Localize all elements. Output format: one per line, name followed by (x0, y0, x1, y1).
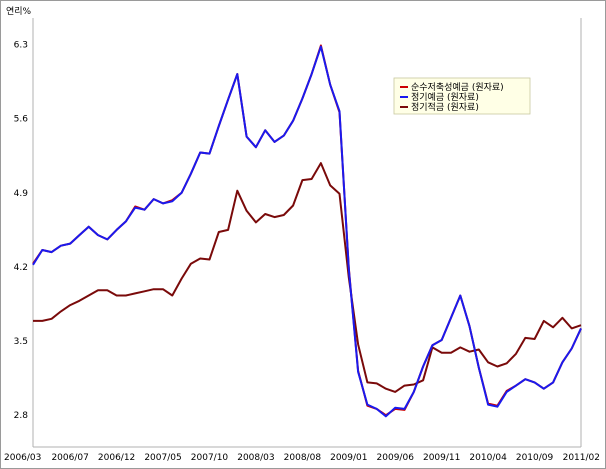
x-tick-label: 2008/03 (237, 453, 274, 463)
x-tick-label: 2006/07 (51, 453, 88, 463)
y-tick-label: 4.9 (14, 189, 29, 199)
legend-label: 정기적금 (원자료) (411, 101, 479, 113)
y-tick-label: 6.3 (14, 40, 28, 50)
x-tick-label: 2009/01 (330, 453, 367, 463)
x-tick-label: 2010/04 (469, 453, 507, 463)
y-unit-label: 연리% (6, 6, 32, 17)
y-tick-label: 2.8 (14, 411, 29, 421)
legend-label: 정기예금 (원자료) (411, 92, 479, 103)
y-tick-label: 3.5 (14, 337, 28, 347)
x-tick-label: 2010/09 (516, 453, 554, 463)
legend-label: 순수저축성예금 (원자료) (411, 82, 504, 93)
y-axis-ticks: 2.8 3.5 4.2 4.9 5.6 6.3 (14, 40, 29, 421)
x-tick-label: 2006/12 (98, 453, 135, 463)
plot-area (32, 18, 582, 448)
x-tick-label: 2007/10 (191, 453, 229, 463)
series-line-2 (32, 45, 582, 418)
y-tick-label: 5.6 (14, 115, 29, 125)
x-tick-label: 2006/03 (4, 453, 41, 463)
x-tick-label: 2009/06 (377, 453, 415, 463)
x-tick-label: 2011/02 (563, 453, 600, 463)
series-line-3 (33, 162, 582, 393)
x-tick-label: 2007/05 (144, 453, 181, 463)
legend-box (393, 77, 531, 115)
y-tick-label: 4.2 (14, 263, 28, 273)
x-tick-label: 2008/08 (284, 453, 322, 463)
x-tick-label: 2009/11 (423, 453, 460, 463)
x-axis-ticks: 2006/03 2006/07 2006/12 2007/05 2007/10 2008/… (4, 453, 600, 463)
legend: 순수저축성예금 (원자료)정기예금 (원자료)정기적금 (원자료) (393, 77, 531, 115)
series-lines (32, 44, 582, 418)
